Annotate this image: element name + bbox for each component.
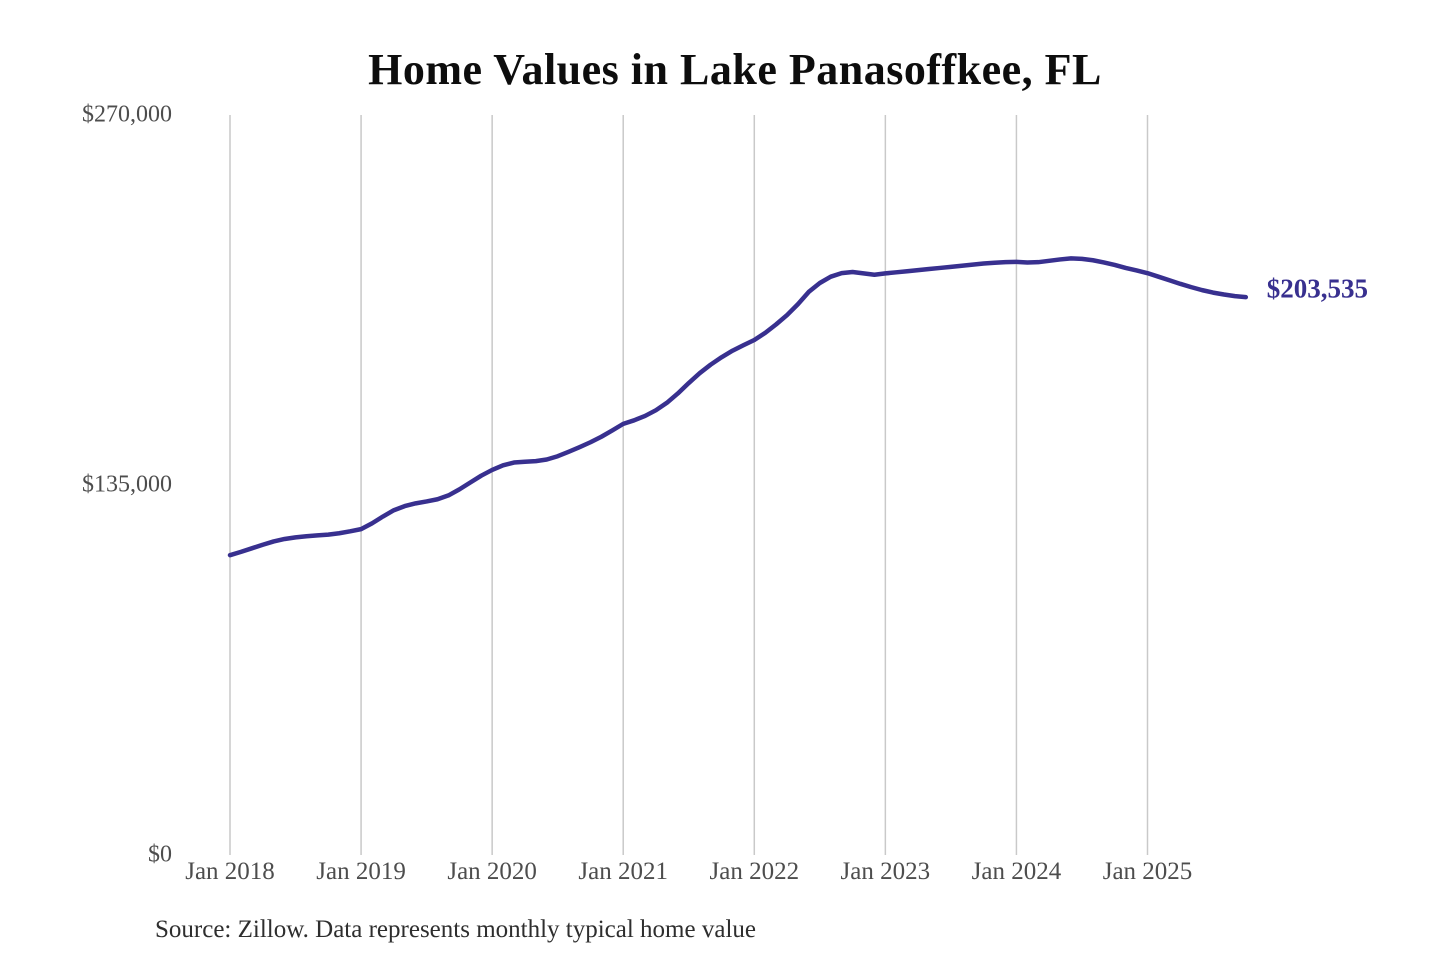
home-value-line (227, 256, 1249, 558)
x-axis-tick-label: Jan 2021 (578, 858, 668, 885)
y-axis-tick-label: $270,000 (82, 101, 172, 128)
y-axis-tick-label: $0 (148, 841, 172, 868)
x-axis-tick-label: Jan 2020 (447, 858, 537, 885)
x-axis-tick-label: Jan 2019 (316, 858, 406, 885)
page-title: Home Values in Lake Panasoffkee, FL (368, 45, 1102, 94)
x-axis-tick-label: Jan 2023 (840, 858, 931, 885)
x-axis-tick-label: Jan 2025 (1102, 858, 1193, 885)
end-value-label: $203,535 (1266, 273, 1369, 304)
x-axis-tick-label: Jan 2018 (185, 858, 275, 885)
source-note: Source: Zillow. Data represents monthly … (155, 916, 756, 943)
x-axis-tick-label: Jan 2024 (971, 858, 1062, 885)
y-axis-tick-label: $135,000 (82, 471, 172, 498)
x-axis-tick-label: Jan 2022 (709, 858, 800, 885)
